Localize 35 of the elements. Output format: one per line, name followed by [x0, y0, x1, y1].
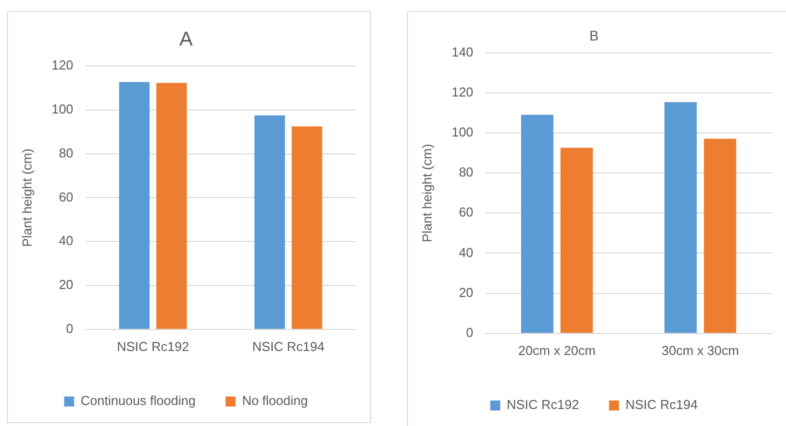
legend-label: Continuous flooding [80, 393, 196, 408]
y-tick-label: 40 [458, 244, 474, 260]
y-tick-label: 120 [52, 58, 74, 73]
x-tick-label: NSIC Rc192 [116, 338, 190, 354]
legend-label: No flooding [242, 393, 308, 408]
y-tick-label: 60 [58, 189, 74, 204]
y-tick-label: 100 [52, 101, 74, 116]
legend-label: NSIC Rc192 [506, 397, 579, 412]
bar [664, 102, 697, 333]
bar [156, 82, 187, 329]
x-tick-label: 30cm x 30cm [662, 342, 739, 358]
y-axis-title: Plant height (cm) [419, 144, 434, 242]
x-tick-label: 20cm x 20cm [518, 342, 596, 358]
y-tick-label: 20 [458, 284, 474, 300]
x-tick-label: NSIC Rc194 [252, 338, 324, 354]
y-tick-label: 100 [452, 124, 474, 140]
y-tick-label: 40 [58, 233, 74, 248]
bar [292, 126, 322, 329]
y-tick-label: 0 [466, 324, 474, 340]
y-tick-label: 0 [66, 320, 74, 336]
chart-title: B [589, 27, 599, 44]
y-tick-label: 120 [452, 84, 474, 100]
bar [704, 138, 736, 333]
y-tick-label: 20 [58, 277, 74, 292]
y-tick-label: 140 [452, 44, 474, 60]
y-tick-label: 60 [458, 204, 474, 220]
bar [560, 148, 593, 333]
y-tick-label: 80 [58, 145, 74, 160]
bar [521, 114, 554, 333]
legend-label: NSIC Rc194 [626, 397, 698, 412]
y-axis-title: Plant height (cm) [19, 148, 34, 247]
chart-title: A [179, 28, 194, 51]
y-tick-label: 80 [458, 164, 474, 180]
bar [119, 82, 150, 329]
bar [254, 115, 285, 329]
